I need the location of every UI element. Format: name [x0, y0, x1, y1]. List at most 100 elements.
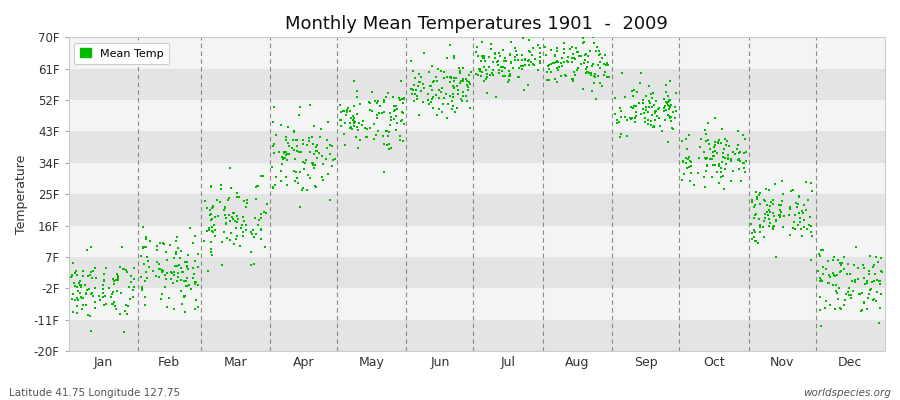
Point — [550, 44, 564, 51]
Point — [306, 141, 320, 147]
Point — [856, 262, 870, 268]
Point — [503, 51, 517, 57]
Point — [637, 119, 652, 125]
Point — [68, 270, 82, 276]
Point — [580, 53, 595, 60]
Point — [254, 227, 268, 233]
Point — [458, 92, 473, 99]
Point — [580, 69, 595, 76]
Point — [204, 182, 219, 189]
Point — [600, 74, 615, 80]
Point — [504, 39, 518, 45]
Point — [200, 205, 214, 212]
Point — [382, 129, 396, 136]
Point — [244, 228, 258, 235]
Point — [719, 161, 733, 168]
Point — [773, 202, 788, 208]
Point — [783, 204, 797, 210]
Point — [579, 51, 593, 57]
Point — [580, 64, 594, 70]
Point — [658, 103, 672, 109]
Point — [286, 147, 301, 154]
Point — [572, 53, 586, 59]
Point — [580, 69, 594, 76]
Point — [703, 145, 717, 152]
Point — [709, 169, 724, 176]
Point — [765, 196, 779, 203]
Point — [773, 212, 788, 218]
Point — [591, 62, 606, 68]
Point — [494, 64, 508, 70]
Point — [851, 290, 866, 297]
Point — [694, 136, 708, 142]
Point — [217, 204, 231, 210]
Point — [788, 212, 802, 218]
Point — [191, 264, 205, 270]
Point — [180, 283, 194, 290]
Point — [256, 173, 270, 179]
Point — [390, 106, 404, 112]
Point — [588, 73, 602, 80]
Point — [815, 247, 830, 253]
Point — [787, 218, 801, 225]
Point — [215, 262, 230, 268]
Point — [347, 119, 362, 126]
Point — [788, 226, 802, 232]
Point — [445, 106, 459, 112]
Point — [825, 282, 840, 288]
Point — [845, 278, 859, 284]
Point — [486, 72, 500, 78]
Point — [566, 51, 580, 58]
Point — [133, 253, 148, 260]
Point — [76, 295, 90, 302]
Point — [276, 149, 291, 155]
Point — [517, 63, 531, 69]
Point — [446, 102, 460, 109]
Point — [104, 291, 119, 297]
Point — [520, 82, 535, 88]
Point — [773, 207, 788, 213]
Point — [648, 110, 662, 116]
Point — [581, 70, 596, 76]
Point — [307, 151, 321, 157]
Point — [526, 44, 540, 51]
Point — [786, 225, 800, 231]
Point — [748, 229, 762, 236]
Point — [591, 52, 606, 58]
Point — [239, 226, 254, 233]
Point — [393, 78, 408, 84]
Point — [236, 228, 250, 235]
Point — [464, 69, 479, 75]
Point — [312, 150, 327, 156]
Point — [75, 306, 89, 312]
Point — [313, 134, 328, 140]
Point — [189, 297, 203, 304]
Point — [158, 241, 172, 248]
Point — [180, 264, 194, 270]
Point — [254, 236, 268, 242]
Point — [538, 44, 553, 51]
Point — [393, 97, 408, 103]
Point — [639, 104, 653, 110]
Point — [592, 51, 607, 58]
Point — [533, 45, 547, 52]
Point — [167, 268, 182, 275]
Point — [592, 80, 607, 87]
Point — [766, 225, 780, 232]
Point — [276, 156, 291, 162]
Point — [661, 112, 675, 118]
Point — [526, 62, 541, 69]
Point — [702, 141, 716, 148]
Point — [106, 278, 121, 284]
Point — [364, 125, 378, 132]
Point — [455, 98, 470, 105]
Point — [547, 76, 562, 82]
Point — [549, 58, 563, 64]
Point — [716, 154, 730, 160]
Point — [874, 291, 888, 297]
Point — [615, 70, 629, 77]
Point — [656, 108, 670, 114]
Point — [839, 291, 853, 297]
Point — [514, 63, 528, 69]
Point — [136, 244, 150, 250]
